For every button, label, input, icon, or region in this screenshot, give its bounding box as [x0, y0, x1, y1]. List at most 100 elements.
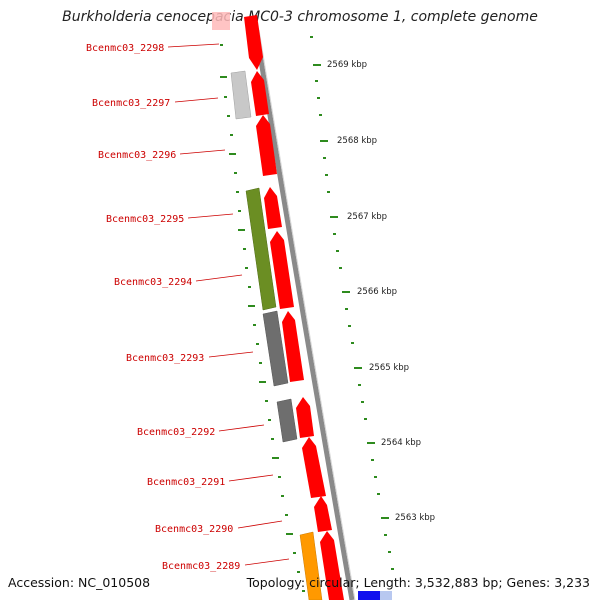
inner-tick [278, 476, 281, 478]
minus-strand-features [230, 70, 323, 600]
gene-label: Bcenmc03_2295 [106, 214, 184, 225]
outer-tick [381, 517, 389, 519]
inner-tick [272, 457, 279, 459]
gene-2295-minus-feature [245, 187, 277, 311]
outer-tick [361, 401, 364, 403]
inner-tick [297, 571, 300, 573]
inner-tick [238, 229, 245, 231]
scale-label: 2567 kbp [347, 212, 387, 222]
outer-tick [315, 80, 318, 82]
inner-tick [220, 76, 227, 78]
outer-tick [367, 442, 375, 444]
outer-tick [345, 308, 348, 310]
gene-2295-arrow [264, 187, 282, 229]
gene-label: Bcenmc03_2297 [92, 98, 170, 109]
gene-label: Bcenmc03_2290 [155, 524, 233, 535]
outer-tick [342, 291, 350, 293]
light-feature [380, 591, 392, 600]
outer-tick [317, 97, 320, 99]
blue-feature [358, 591, 380, 600]
inner-tick [253, 324, 256, 326]
gene-2291-arrow [302, 437, 326, 498]
gene-label: Bcenmc03_2298 [86, 43, 164, 54]
outer-tick [371, 459, 374, 461]
label-connectors [167, 43, 290, 566]
outer-tick [358, 384, 361, 386]
inner-tick [229, 153, 236, 155]
scale-label: 2564 kbp [381, 438, 421, 448]
gene-labels: Bcenmc03_2298 Bcenmc03_2297 Bcenmc03_229… [86, 43, 240, 572]
inner-tick [234, 172, 237, 174]
outer-tick [388, 551, 391, 553]
gene-label: Bcenmc03_2291 [147, 477, 225, 488]
gene-2290-arrow [314, 496, 332, 532]
scale-label: 2569 kbp [327, 60, 367, 70]
scale-label: 2563 kbp [395, 513, 435, 523]
outer-tick [320, 140, 328, 142]
accession-label: Accession: NC_010508 [8, 575, 151, 590]
outer-tick [313, 64, 321, 66]
inner-tick [281, 495, 284, 497]
gene-label: Bcenmc03_2296 [98, 150, 176, 161]
backbone [253, 29, 356, 600]
outer-tick [327, 191, 330, 193]
inner-tick [236, 191, 239, 193]
gene-label: Bcenmc03_2294 [114, 277, 192, 288]
inner-tick [285, 514, 288, 516]
outer-tick [377, 493, 380, 495]
inner-tick [259, 381, 266, 383]
inner-tick [302, 590, 305, 592]
inner-tick [256, 343, 259, 345]
inner-tick [238, 210, 241, 212]
outer-tick [351, 342, 354, 344]
outer-tick [336, 250, 339, 252]
outer-tick [319, 114, 322, 116]
outer-tick [339, 267, 342, 269]
scale-label: 2566 kbp [357, 287, 397, 297]
outer-tick [348, 325, 351, 327]
outer-tick [323, 157, 326, 159]
gene-2293-arrow [282, 311, 304, 382]
inner-tick [265, 400, 268, 402]
outer-tick [330, 216, 338, 218]
outer-tick-ring [310, 36, 394, 570]
inner-tick [271, 438, 274, 440]
inner-tick [293, 552, 296, 554]
inner-tick [220, 44, 223, 46]
outer-tick [310, 36, 313, 38]
gene-2292-arrow [296, 397, 314, 438]
gene-2294-arrow [270, 231, 294, 309]
outer-tick [374, 476, 377, 478]
gene-label: Bcenmc03_2293 [126, 353, 204, 364]
map-title: Burkholderia cenocepacia MC0-3 chromosom… [62, 9, 538, 25]
inner-tick [245, 267, 248, 269]
gene-2293-minus-feature [262, 310, 289, 387]
genome-summary: Topology: circular; Length: 3,532,883 bp… [246, 575, 590, 590]
scale-label: 2565 kbp [369, 363, 409, 373]
outer-tick [384, 534, 387, 536]
gene-2289-arrow [320, 531, 344, 600]
outer-tick [354, 367, 362, 369]
outer-tick [333, 233, 336, 235]
inner-tick-ring [220, 44, 305, 592]
gene-label: Bcenmc03_2289 [162, 561, 240, 572]
inner-tick [227, 115, 230, 117]
inner-tick [259, 362, 262, 364]
outer-tick [391, 568, 394, 570]
gene-2297-arrow [251, 71, 269, 116]
scale-label: 2568 kbp [337, 136, 377, 146]
plus-strand-genes [212, 12, 392, 600]
gene-2296-arrow [256, 115, 277, 176]
inner-tick [248, 305, 255, 307]
inner-tick [224, 96, 227, 98]
inner-tick [248, 286, 251, 288]
outer-tick [364, 418, 367, 420]
faded-gene [212, 12, 230, 30]
outer-tick [325, 174, 328, 176]
gene-2298-arrow [244, 15, 263, 70]
gene-2292-minus-feature [276, 398, 298, 443]
gene-2289-minus-feature [299, 531, 323, 600]
gene-label: Bcenmc03_2292 [137, 427, 215, 438]
gene-2297-minus-feature [230, 70, 252, 120]
